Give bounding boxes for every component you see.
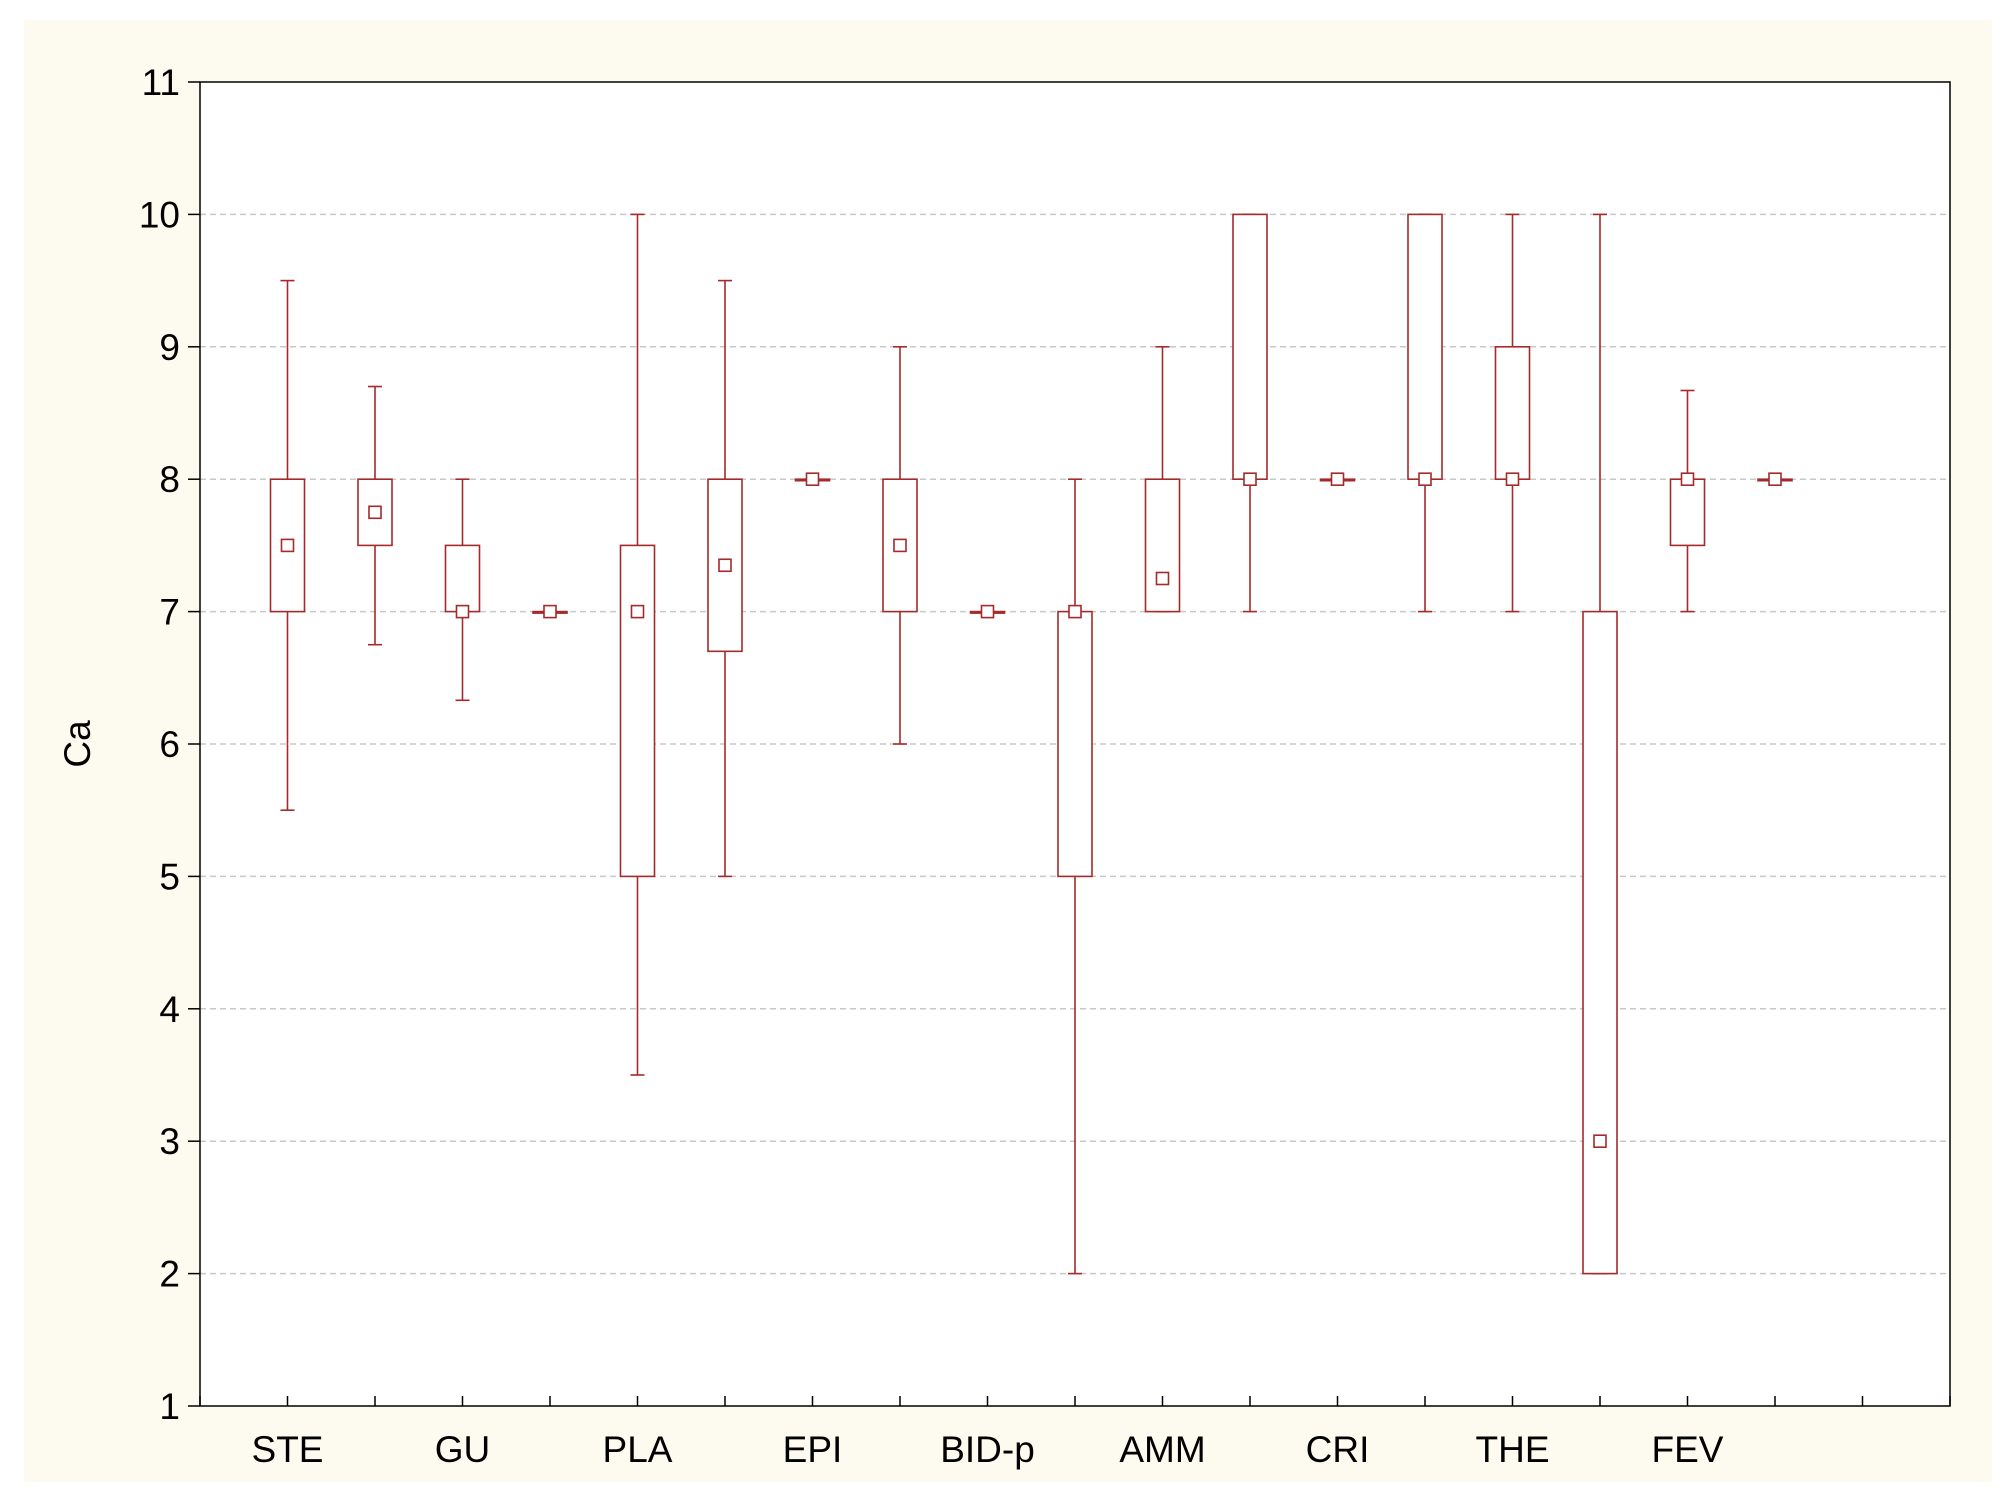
- median-marker: [1505, 472, 1520, 487]
- median-marker: [630, 604, 645, 619]
- y-tick-label: 9: [159, 327, 180, 368]
- median-marker: [1418, 472, 1432, 487]
- median-marker: [1593, 1134, 1607, 1148]
- plot-border: [199, 81, 1951, 1407]
- x-tick-label: EPI: [783, 1429, 843, 1470]
- box-plot-chart: 1 2 3 4 5 6 7 8 9 10 11 STE GU PLA EPI BID-p AMM CRI THE F…: [24, 20, 1992, 1482]
- iqr-box: [1494, 345, 1531, 480]
- median-marker: [718, 558, 732, 573]
- iqr-box: [444, 544, 481, 613]
- box-plot-17: [1669, 389, 1706, 613]
- box-plot-15: [1494, 213, 1531, 613]
- box-plot-7: [794, 472, 831, 487]
- box-plot-8: [882, 345, 918, 745]
- y-tick-label: 5: [159, 856, 180, 897]
- y-axis-ticks: 1 2 3 4 5 6 7 8 9 10 11: [139, 62, 200, 1427]
- x-tick-label: THE: [1476, 1429, 1550, 1470]
- y-tick-label: 4: [159, 989, 180, 1030]
- box-plot-10: [1057, 478, 1093, 1275]
- x-tick-label: CRI: [1306, 1429, 1370, 1470]
- iqr-box: [1057, 610, 1093, 878]
- x-tick-label: BID-p: [940, 1429, 1035, 1470]
- median-marker: [455, 604, 470, 619]
- iqr-box: [1144, 478, 1181, 613]
- median-marker: [893, 538, 907, 553]
- iqr-box: [1669, 478, 1706, 547]
- iqr-box: [1582, 610, 1618, 1275]
- y-tick-label: 11: [142, 62, 180, 103]
- box-plot-14: [1407, 213, 1443, 613]
- box-plot-9: [969, 604, 1006, 619]
- median-marker: [280, 538, 295, 553]
- x-tick-label: FEV: [1652, 1429, 1724, 1470]
- iqr-box: [1232, 213, 1268, 480]
- y-tick-label: 2: [159, 1254, 180, 1295]
- median-marker: [980, 604, 995, 619]
- median-marker: [1330, 472, 1345, 487]
- median-marker: [1768, 472, 1782, 487]
- box-plot-1: [269, 279, 306, 812]
- box-plot-18: [1757, 472, 1793, 487]
- x-tick-label: PLA: [603, 1429, 673, 1470]
- median-marker: [1243, 472, 1257, 487]
- median-marker: [1068, 604, 1082, 619]
- box-plot-11: [1144, 345, 1181, 613]
- y-tick-label: 3: [159, 1121, 180, 1162]
- chart-frame: 1 2 3 4 5 6 7 8 9 10 11 STE GU PLA EPI BID-p AMM CRI THE F…: [24, 20, 1992, 1482]
- box-plot-13: [1319, 472, 1356, 487]
- x-tick-label: AMM: [1119, 1429, 1205, 1470]
- box-plot-6: [707, 279, 743, 878]
- box-plot-12: [1232, 213, 1268, 613]
- median-marker: [543, 604, 557, 619]
- y-tick-label: 10: [139, 194, 180, 235]
- box-plot-5: [619, 213, 656, 1076]
- x-axis-ticks: STE GU PLA EPI BID-p AMM CRI THE FEV: [199, 1396, 1951, 1470]
- y-axis-title: Ca: [57, 720, 98, 768]
- y-tick-label: 6: [159, 724, 180, 765]
- y-tick-label: 8: [159, 459, 180, 500]
- box-plot-3: [444, 478, 481, 702]
- box-plot-16: [1582, 213, 1618, 1275]
- box-plot-2: [357, 385, 393, 646]
- y-tick-label: 7: [159, 592, 180, 633]
- median-marker: [368, 505, 382, 520]
- median-marker: [1155, 571, 1170, 586]
- iqr-box: [619, 544, 656, 878]
- median-marker: [1680, 472, 1695, 487]
- x-tick-label: GU: [435, 1429, 491, 1470]
- boxes: [269, 213, 1793, 1275]
- iqr-box: [1407, 213, 1443, 480]
- y-tick-label: 1: [159, 1386, 180, 1427]
- box-plot-4: [532, 604, 568, 619]
- x-tick-label: STE: [252, 1429, 324, 1470]
- median-marker: [805, 472, 820, 487]
